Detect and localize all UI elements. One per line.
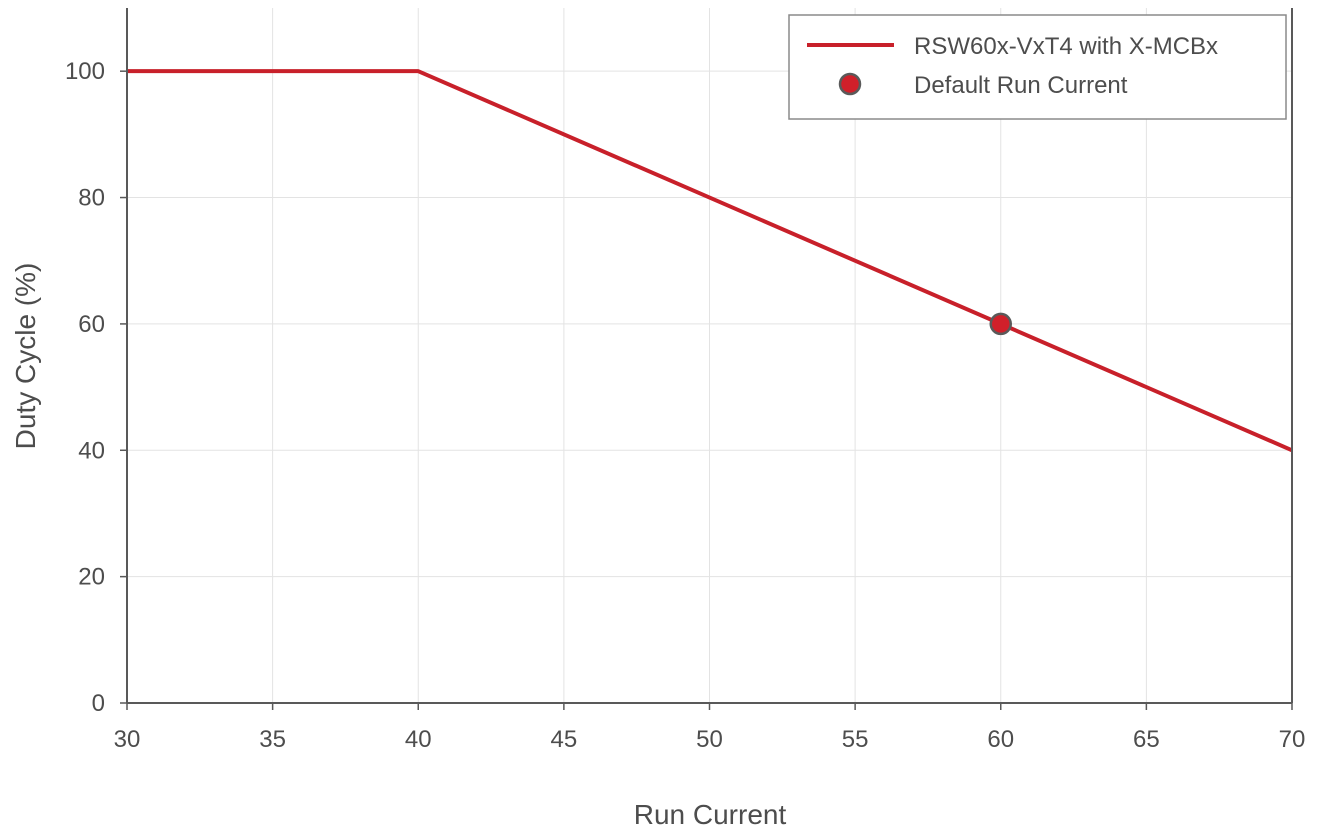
x-tick-label: 40 [405, 726, 432, 753]
y-tick-label: 20 [78, 564, 105, 591]
legend-point-swatch [838, 72, 862, 96]
x-tick-label: 65 [1133, 726, 1160, 753]
x-tick-label: 70 [1279, 726, 1306, 753]
legend: RSW60x-VxT4 with X-MCBx Default Run Curr… [788, 14, 1287, 120]
x-tick-label: 45 [551, 726, 578, 753]
y-tick-label: 100 [65, 58, 105, 85]
x-tick-label: 50 [696, 726, 723, 753]
y-tick-label: 40 [78, 437, 105, 464]
x-axis-label: Run Current [634, 799, 787, 830]
default-run-current-point [989, 312, 1012, 336]
legend-box [788, 14, 1287, 120]
legend-series-label: RSW60x-VxT4 with X-MCBx [914, 33, 1218, 60]
legend-point-label: Default Run Current [914, 72, 1128, 99]
x-tick-label: 60 [987, 726, 1014, 753]
y-tick-label: 0 [92, 690, 105, 717]
x-tick-label: 35 [259, 726, 286, 753]
y-axis-label: Duty Cycle (%) [10, 263, 41, 450]
ticks: 30 35 40 45 50 55 60 65 70 0 20 40 60 80 100 [65, 58, 1305, 753]
points-layer [989, 312, 1012, 336]
x-tick-label: 55 [842, 726, 869, 753]
x-tick-label: 30 [114, 726, 141, 753]
y-tick-label: 80 [78, 185, 105, 212]
y-tick-label: 60 [78, 311, 105, 338]
